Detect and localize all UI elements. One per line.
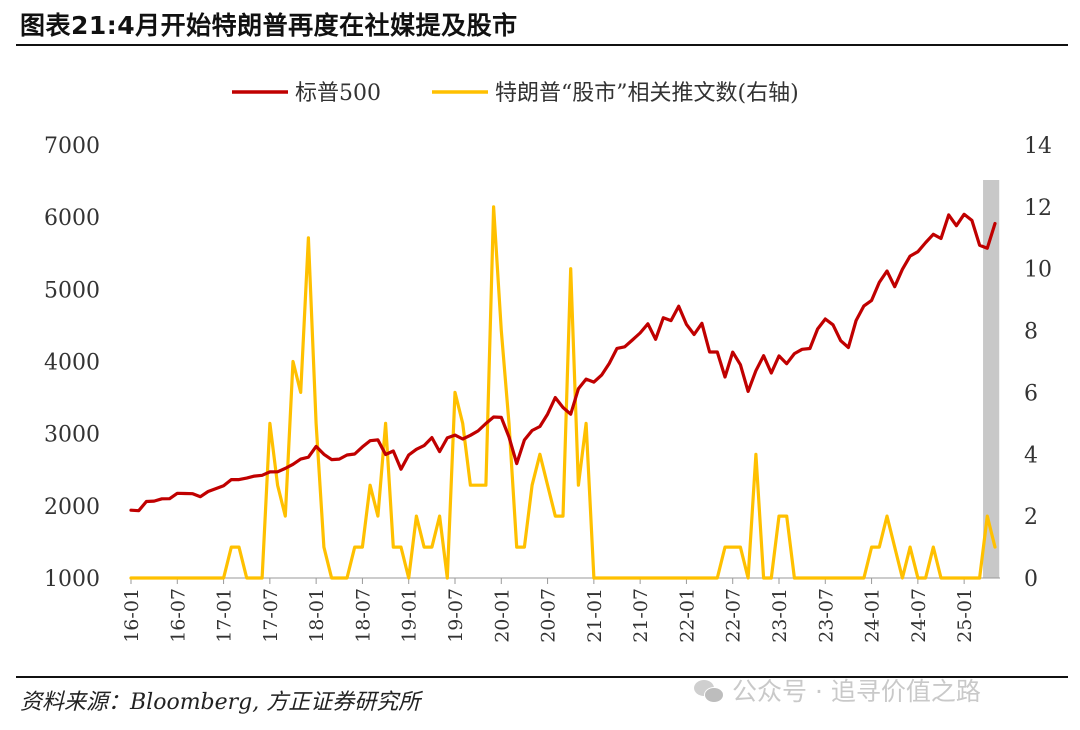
source-rule xyxy=(16,676,1068,678)
title-rule xyxy=(16,44,1068,46)
sp500-line xyxy=(129,212,997,513)
y-left-tick-label: 6000 xyxy=(44,206,100,231)
legend-label-tweets: 特朗普“股市”相关推文数(右轴) xyxy=(495,81,799,106)
x-tick-label: 23-01 xyxy=(769,588,791,643)
figure-title: 图表21:4月开始特朗普再度在社媒提及股市 xyxy=(20,11,518,40)
x-tick-label: 19-07 xyxy=(445,588,467,643)
x-tick-label: 20-01 xyxy=(491,588,513,643)
x-tick-label: 22-01 xyxy=(676,588,698,643)
y-left-tick-label: 3000 xyxy=(44,423,100,448)
legend: 标普500 特朗普“股市”相关推文数(右轴) xyxy=(232,81,799,106)
y-right-tick-label: 0 xyxy=(1024,567,1038,592)
highlight-band-layer xyxy=(983,180,1000,578)
y-left-tick-label: 4000 xyxy=(44,351,100,376)
source-note: 资料来源：Bloomberg, 方正证券研究所 xyxy=(20,690,421,715)
y-left-tick-label: 1000 xyxy=(44,567,100,592)
tweets-line xyxy=(129,205,997,580)
x-tick-label: 24-01 xyxy=(862,588,884,643)
x-tick-label: 22-07 xyxy=(723,588,745,643)
series-layer xyxy=(129,205,997,580)
x-tick-label: 16-07 xyxy=(167,588,189,643)
y-right-tick-label: 14 xyxy=(1024,134,1052,159)
x-tick-label: 18-01 xyxy=(306,588,328,643)
highlight-band xyxy=(983,180,1000,578)
y-right-tick-label: 6 xyxy=(1024,381,1038,406)
x-tick-label: 20-07 xyxy=(538,588,560,643)
x-tick-label: 23-07 xyxy=(815,588,837,643)
watermark-text: 公众号 · 追寻价值之路 xyxy=(732,677,981,706)
wechat-icon xyxy=(694,678,724,703)
x-tick-label: 24-07 xyxy=(908,588,930,643)
x-tick-label: 21-01 xyxy=(584,588,606,643)
y-left-tick-label: 2000 xyxy=(44,495,100,520)
y-right-tick-label: 8 xyxy=(1024,320,1038,345)
x-tick-label: 17-07 xyxy=(260,588,282,643)
x-tick-label: 19-01 xyxy=(399,588,421,643)
watermark: 公众号 · 追寻价值之路 xyxy=(694,672,981,708)
legend-label-sp500: 标普500 xyxy=(295,81,381,106)
y-right-tick-label: 10 xyxy=(1024,258,1052,283)
y-left-tick-label: 7000 xyxy=(44,134,100,159)
y-right-tick-label: 2 xyxy=(1024,505,1038,530)
y-left-tick-label: 5000 xyxy=(44,278,100,303)
x-tick-label: 18-07 xyxy=(352,588,374,643)
x-tick-label: 25-01 xyxy=(954,588,976,643)
y-right-tick-label: 12 xyxy=(1024,196,1052,221)
axes-layer: 1000 2000 3000 4000 5000 6000 7000 0 2 4 6 8 10 12 14 1… xyxy=(44,134,1052,643)
x-tick-label: 17-01 xyxy=(214,588,236,643)
x-tick-label: 16-01 xyxy=(121,588,143,643)
x-tick-label: 21-07 xyxy=(630,588,652,643)
y-right-tick-label: 4 xyxy=(1024,443,1038,468)
